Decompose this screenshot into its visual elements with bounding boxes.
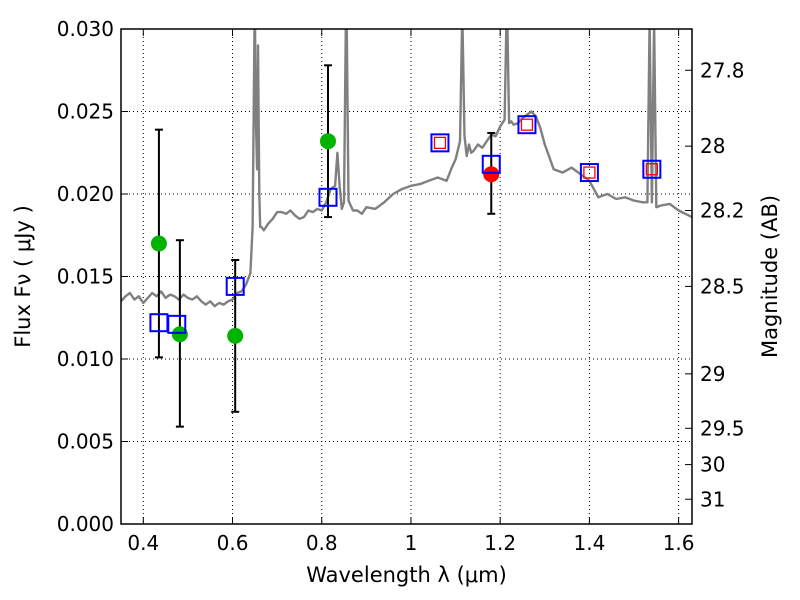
model-point [481, 154, 501, 174]
y2-axis-title: Magnitude (AB) [758, 195, 782, 358]
model-point [430, 133, 450, 153]
sed-model-line [121, 29, 692, 308]
observed-point [227, 327, 244, 344]
x-tick-label: 1.4 [573, 531, 605, 555]
model-point-inner [433, 136, 447, 150]
model-point [579, 163, 599, 183]
model-point-inner [520, 118, 534, 131]
grid-layer [121, 29, 692, 524]
y2-tick-label: 29.5 [700, 416, 745, 440]
tick-layer: 0.4 0.6 0.8 1 1.2 1.4 1.6 0.000 0.005 0.010 0.015 0… [57, 17, 745, 555]
y-tick-label: 0.025 [57, 100, 114, 124]
x-tick-label: 0.4 [127, 531, 159, 555]
plot-frame [120, 28, 693, 525]
y2-tick-label: 27.8 [700, 58, 745, 82]
y-tick-label: 0.030 [57, 17, 114, 41]
y-axis-title: Flux Fν ( μJy ) [11, 205, 35, 348]
model-point-inner [645, 163, 659, 176]
x-tick-label: 1.6 [663, 531, 695, 555]
x-tick-label: 0.6 [217, 531, 249, 555]
x-tick-label: 1 [405, 531, 418, 555]
y2-tick-label: 28.5 [700, 274, 745, 298]
plot-layer [121, 29, 692, 308]
y-tick-label: 0.000 [57, 512, 114, 536]
y-tick-label: 0.015 [57, 265, 114, 289]
model-point [318, 187, 338, 207]
x-tick-label: 1.2 [484, 531, 516, 555]
y-tick-label: 0.010 [57, 347, 114, 371]
x-tick-label: 0.8 [306, 531, 338, 555]
marker-layer [149, 64, 662, 428]
y-tick-label: 0.005 [57, 430, 114, 454]
observed-point [150, 235, 167, 252]
model-point [167, 314, 187, 334]
observed-point [319, 133, 336, 150]
y2-tick-label: 28 [700, 134, 725, 158]
y2-tick-label: 30 [700, 453, 725, 477]
y2-tick-label: 29 [700, 362, 725, 386]
model-point [642, 159, 662, 179]
observed-point [483, 166, 500, 183]
y2-tick-label: 31 [700, 487, 725, 511]
model-point [225, 276, 245, 296]
y2-tick-label: 28.2 [700, 199, 745, 223]
model-point-inner [583, 166, 596, 179]
y-tick-label: 0.020 [57, 182, 114, 206]
model-point [517, 115, 537, 135]
observed-point [171, 326, 188, 343]
x-axis-title: Wavelength λ (μm) [306, 563, 507, 587]
